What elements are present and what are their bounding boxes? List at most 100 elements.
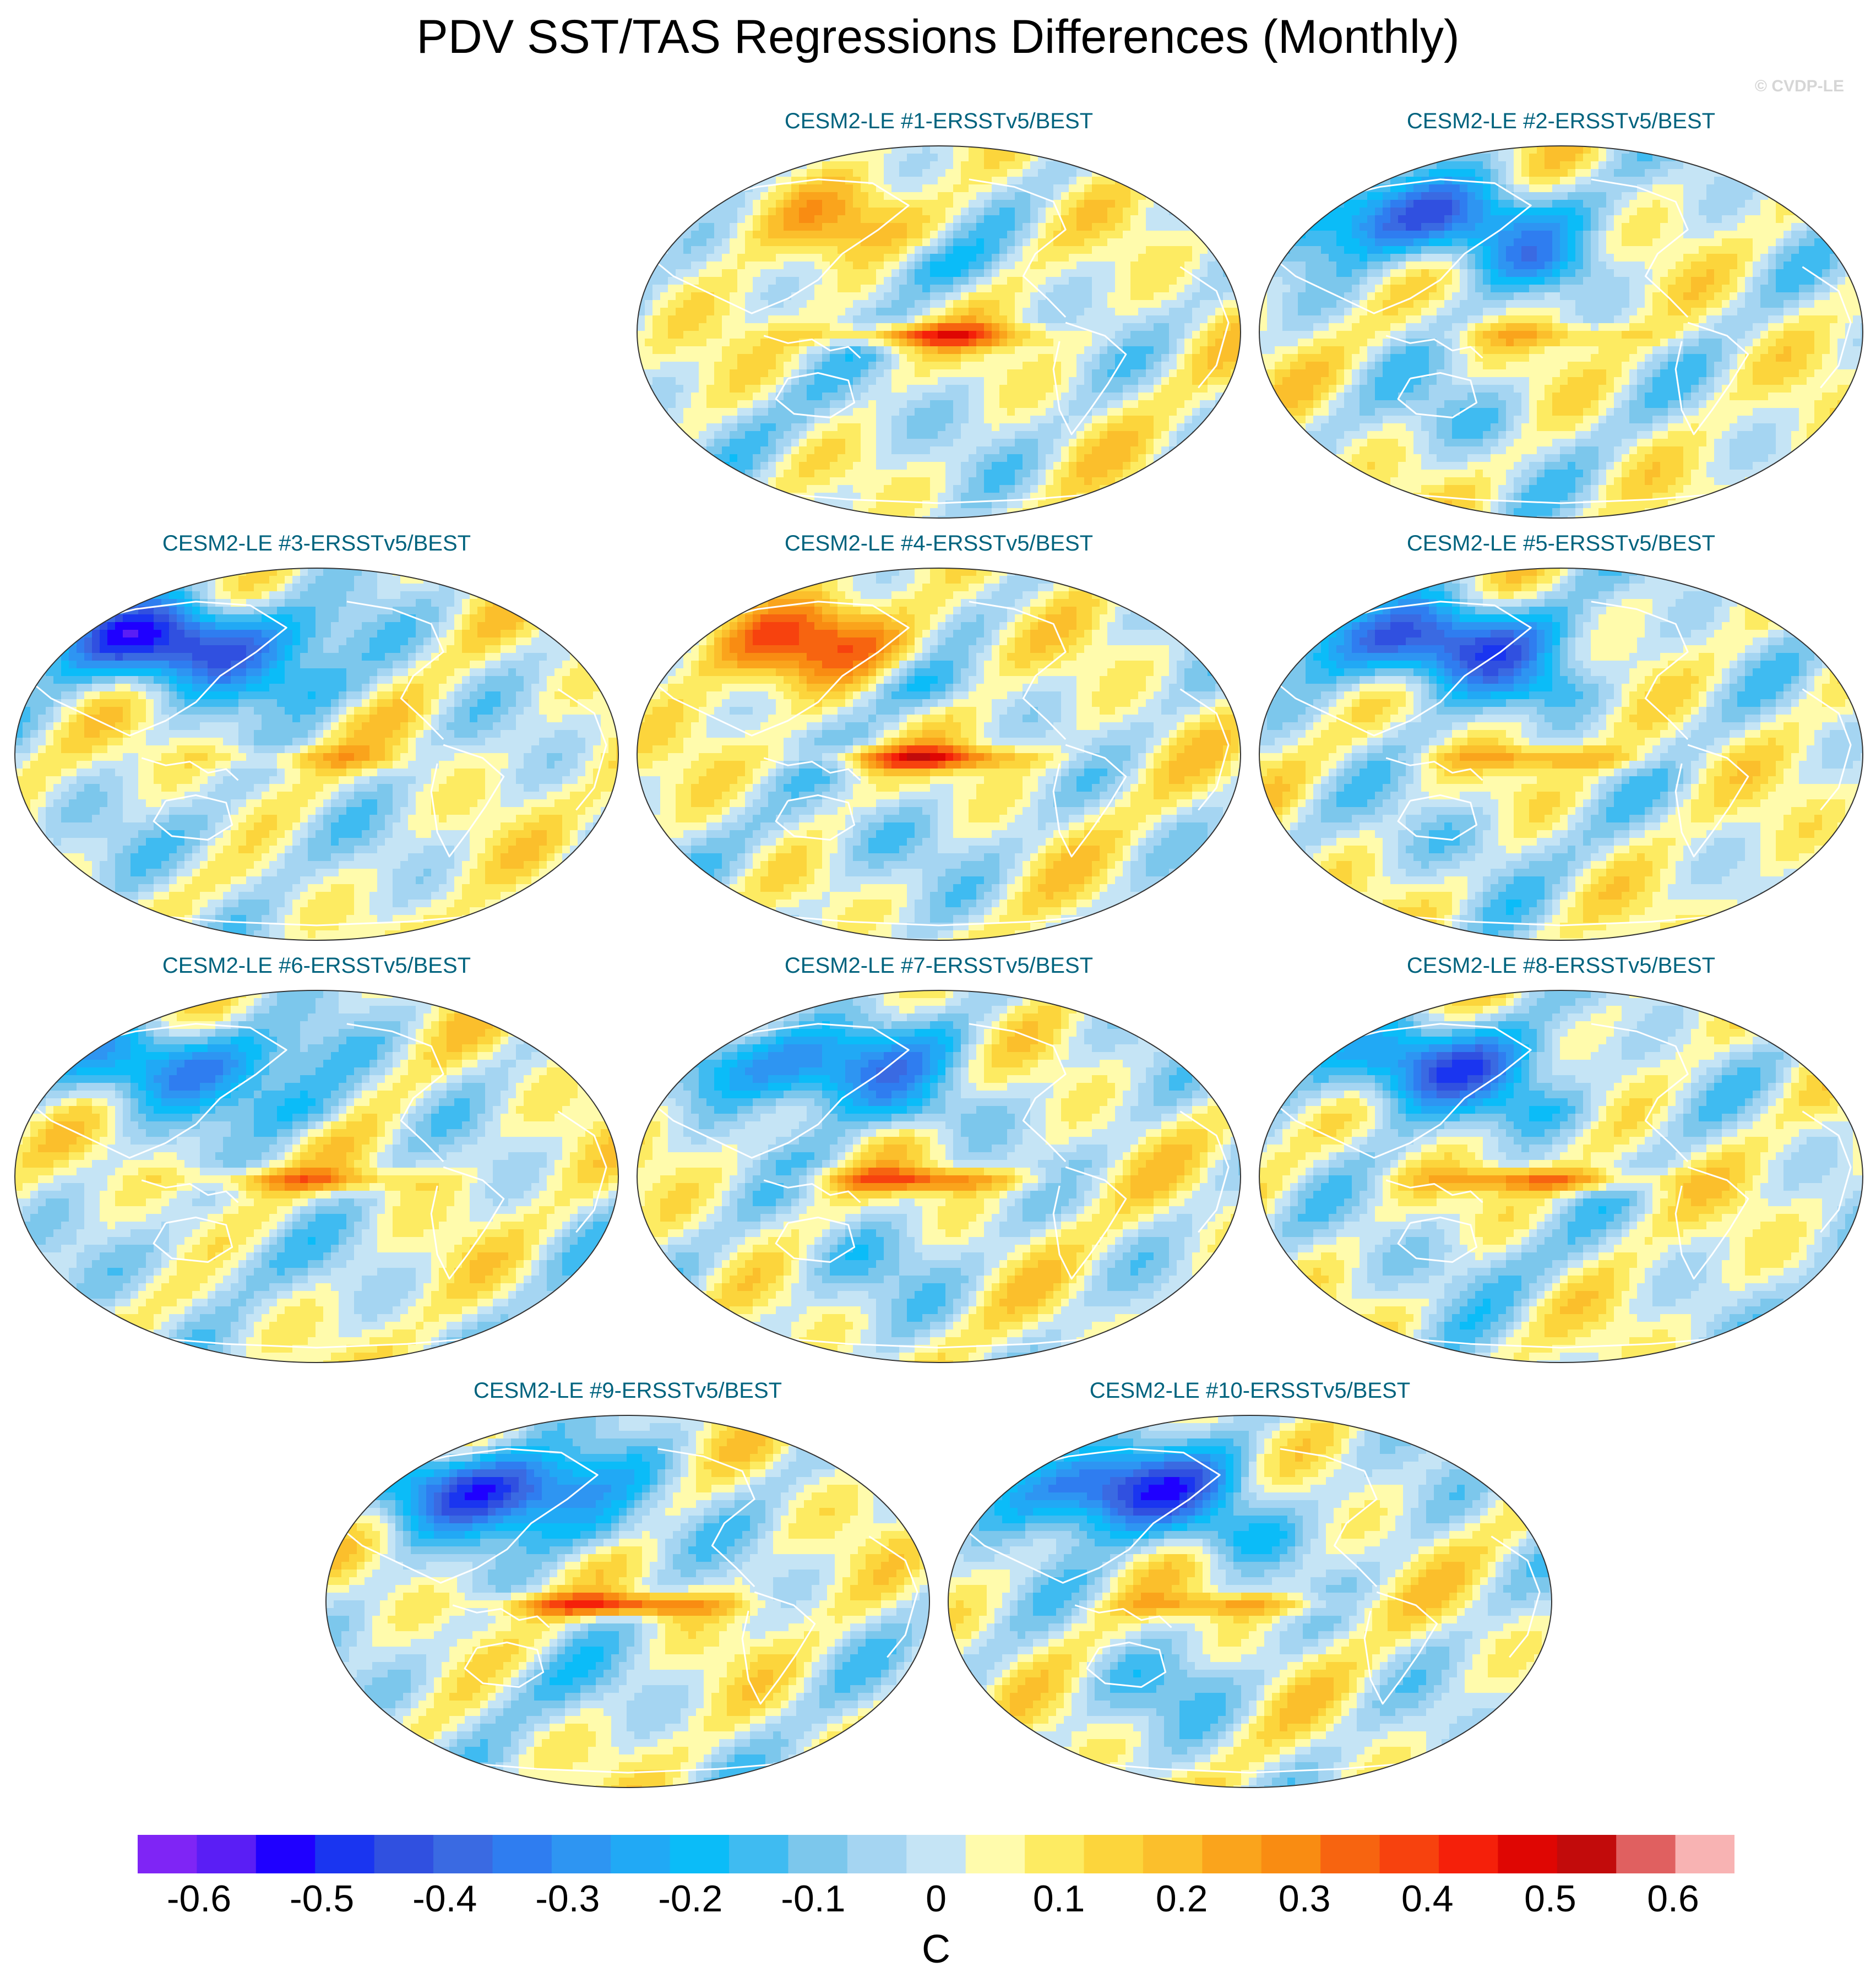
- map-cell: [861, 446, 869, 455]
- map-cell: [1321, 146, 1329, 154]
- map-cell: [1552, 200, 1560, 208]
- map-cell: [1506, 146, 1514, 154]
- map-cell: [1076, 369, 1085, 378]
- map-cell: [899, 346, 907, 355]
- map-cell: [1383, 208, 1391, 216]
- map-cell: [722, 161, 730, 170]
- map-cell: [791, 446, 800, 455]
- map-cell: [1084, 416, 1092, 424]
- map-cell: [776, 238, 784, 247]
- map-cell: [1437, 200, 1445, 208]
- map-cell: [830, 362, 838, 370]
- map-cell: [992, 431, 1000, 439]
- map-cell: [1552, 169, 1560, 177]
- map-cell: [853, 277, 861, 285]
- map-cell: [922, 292, 931, 301]
- map-cell: [1200, 393, 1208, 401]
- map-cell: [645, 331, 653, 339]
- map-cell: [1184, 308, 1193, 316]
- map-cell: [930, 470, 938, 478]
- map-cell: [1830, 192, 1838, 200]
- map-cell: [807, 269, 815, 277]
- map-cell: [915, 161, 923, 170]
- map-cell: [691, 500, 699, 509]
- map-cell: [930, 215, 938, 224]
- map-cell: [645, 261, 653, 270]
- map-cell: [776, 500, 784, 509]
- map-cell: [1545, 169, 1553, 177]
- map-cell: [1030, 208, 1038, 216]
- map-cell: [1313, 223, 1322, 231]
- map-cell: [1038, 339, 1046, 347]
- map-cell: [1192, 393, 1200, 401]
- map-cell: [691, 470, 699, 478]
- map-cell: [1107, 516, 1116, 518]
- map-cell: [938, 154, 946, 162]
- map-cell: [637, 408, 645, 416]
- map-cell: [1475, 169, 1483, 177]
- map-cell: [845, 323, 853, 331]
- map-cell: [992, 246, 1000, 254]
- map-cell: [930, 323, 938, 331]
- map-cell: [1107, 400, 1116, 408]
- map-cell: [822, 192, 830, 200]
- map-cell: [1614, 208, 1622, 216]
- map-cell: [799, 393, 807, 401]
- map-cell: [930, 238, 938, 247]
- map-cell: [845, 277, 853, 285]
- map-cell: [999, 431, 1008, 439]
- map-cell: [961, 377, 969, 385]
- map-cell: [1514, 184, 1522, 193]
- map-cell: [1429, 169, 1437, 177]
- map-cell: [945, 439, 954, 447]
- map-cell: [1061, 439, 1069, 447]
- map-cell: [683, 254, 692, 262]
- map-cell: [1360, 161, 1368, 170]
- map-cell: [1154, 238, 1162, 247]
- map-cell: [922, 231, 931, 239]
- map-cell: [1115, 154, 1123, 162]
- map-cell: [791, 238, 800, 247]
- map-cell: [1336, 169, 1345, 177]
- map-cell: [691, 454, 699, 462]
- map-cell: [884, 446, 892, 455]
- map-cell: [1429, 246, 1437, 254]
- map-cell: [760, 400, 769, 408]
- map-cell: [1130, 454, 1139, 462]
- map-cell: [922, 400, 931, 408]
- map-cell: [1177, 369, 1185, 378]
- map-cell: [899, 362, 907, 370]
- map-cell: [976, 493, 985, 501]
- map-cell: [660, 215, 668, 224]
- map-cell: [1123, 369, 1131, 378]
- map-cell: [1360, 154, 1368, 162]
- map-cell: [1146, 300, 1154, 308]
- map-cell: [1215, 369, 1224, 378]
- map-cell: [737, 485, 746, 493]
- map-cell: [1208, 315, 1216, 324]
- map-cell: [999, 446, 1008, 455]
- map-cell: [722, 146, 730, 154]
- map-cell: [691, 261, 699, 270]
- map-cell: [1437, 161, 1445, 170]
- map-cell: [1822, 161, 1830, 170]
- map-cell: [984, 431, 992, 439]
- map-cell: [1169, 485, 1177, 493]
- map-cell: [1383, 238, 1391, 247]
- map-cell: [1177, 339, 1185, 347]
- map-cell: [999, 439, 1008, 447]
- map-cell: [1652, 215, 1661, 224]
- map-cell: [1223, 215, 1231, 224]
- map-cell: [1529, 177, 1537, 185]
- map-cell: [1130, 439, 1139, 447]
- map-cell: [1367, 154, 1375, 162]
- map-cell: [1023, 254, 1031, 262]
- map-cell: [799, 261, 807, 270]
- map-cell: [1231, 254, 1239, 262]
- map-cell: [1645, 192, 1653, 200]
- map-cell: [853, 315, 861, 324]
- map-cell: [876, 161, 884, 170]
- map-cell: [1161, 508, 1170, 516]
- map-cell: [969, 261, 977, 270]
- map-cell: [645, 246, 653, 254]
